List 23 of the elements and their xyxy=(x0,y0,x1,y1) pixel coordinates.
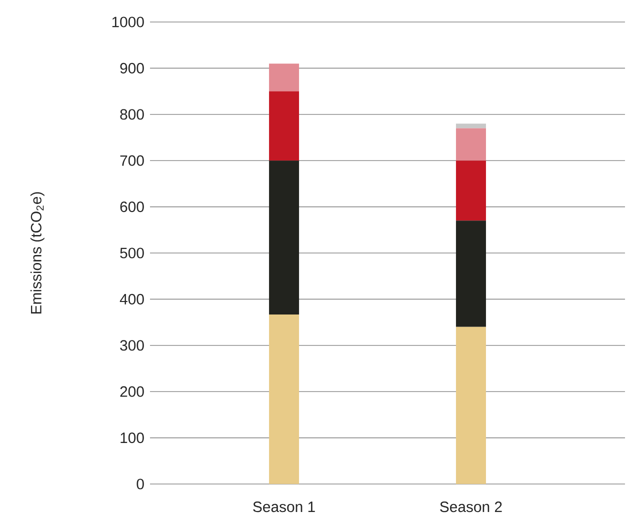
y-tick-label: 500 xyxy=(120,248,144,258)
bar xyxy=(456,220,486,327)
y-tick-label: 1000 xyxy=(112,16,144,28)
bar xyxy=(269,314,300,484)
x-tick-label: Season 2 xyxy=(440,502,502,512)
bar xyxy=(269,64,300,92)
y-tick-label: 400 xyxy=(120,294,144,304)
y-tick-label: 200 xyxy=(120,386,144,397)
y-tick-label: 600 xyxy=(120,202,144,212)
y-tick-label: 300 xyxy=(120,340,144,351)
bar xyxy=(456,326,486,484)
y-tick-label: 100 xyxy=(120,432,144,444)
bar xyxy=(269,160,300,314)
bar xyxy=(269,91,300,161)
y-tick-label: 800 xyxy=(120,109,144,120)
bar xyxy=(456,128,486,161)
y-axis-title: Emissions (tCO$_{2}$e) xyxy=(30,192,44,314)
x-tick-label: Season 1 xyxy=(253,502,315,512)
bar xyxy=(456,160,486,221)
bar xyxy=(456,124,486,128)
y-tick-label: 900 xyxy=(120,62,144,74)
y-tick-label: 700 xyxy=(120,155,144,166)
y-tick-label: 0 xyxy=(136,478,144,490)
